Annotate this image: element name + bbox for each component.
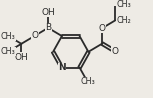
Text: CH₃: CH₃ [1, 47, 16, 56]
Text: OH: OH [15, 53, 28, 62]
Text: O: O [32, 31, 39, 40]
Text: CH₃: CH₃ [80, 77, 95, 86]
Text: N: N [58, 63, 66, 72]
Text: O: O [112, 47, 119, 56]
Text: CH₃: CH₃ [116, 0, 131, 10]
Text: B: B [45, 23, 51, 32]
Text: OH: OH [41, 8, 55, 17]
Text: CH₃: CH₃ [1, 32, 16, 41]
Text: CH₂: CH₂ [116, 16, 131, 25]
Text: O: O [99, 24, 106, 33]
